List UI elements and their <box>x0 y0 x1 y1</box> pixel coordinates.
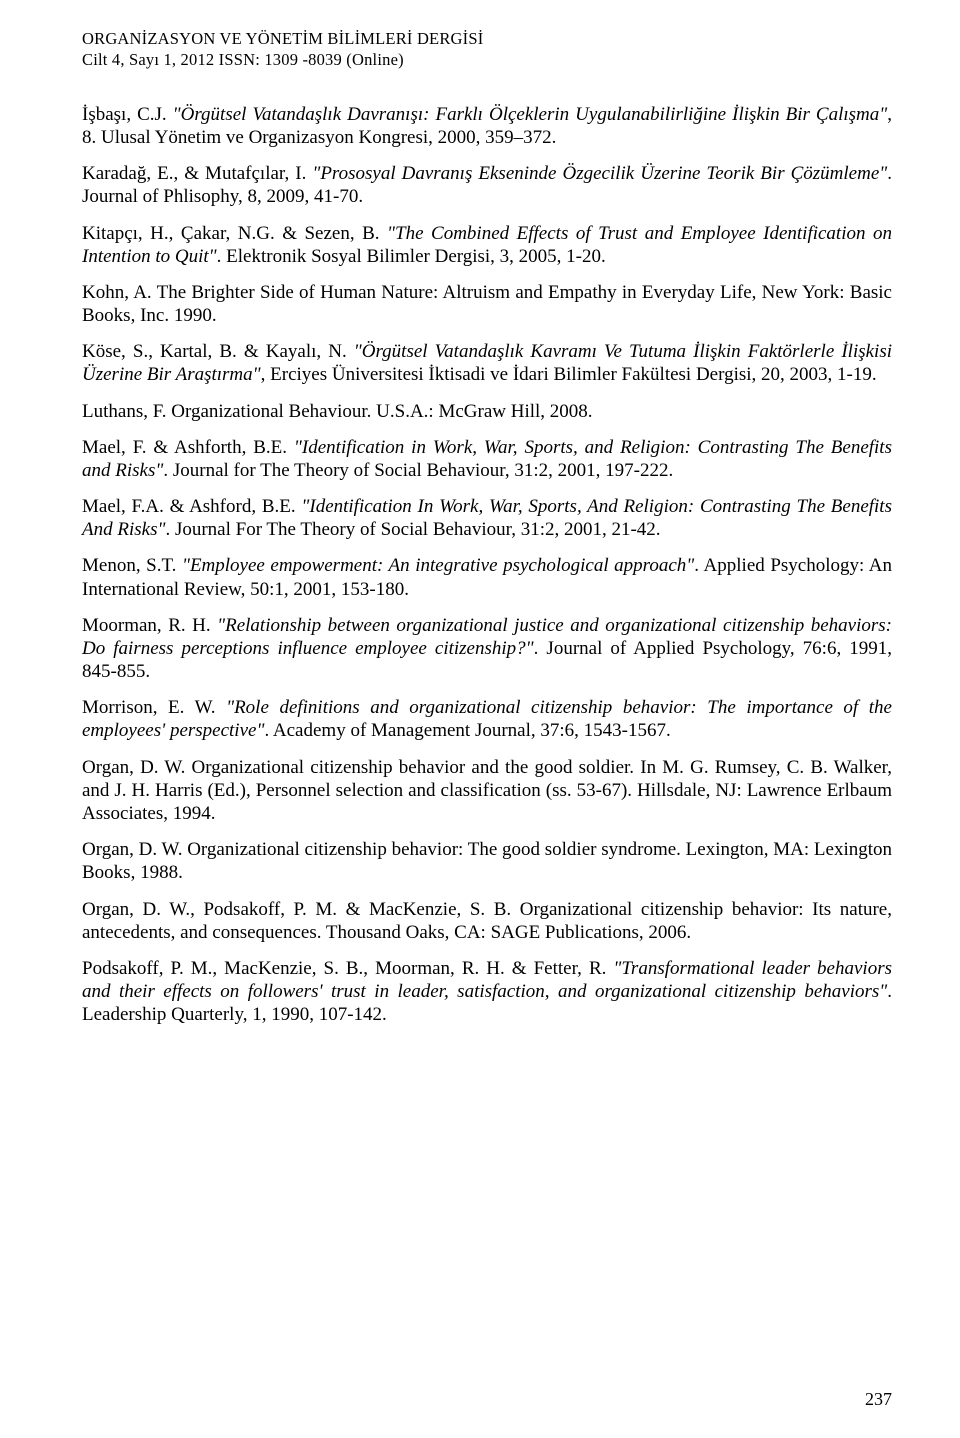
reference-entry: Mael, F.A. & Ashford, B.E. "Identificati… <box>82 495 892 541</box>
reference-entry: Luthans, F. Organizational Behaviour. U.… <box>82 400 892 423</box>
reference-text: . Journal For The Theory of Social Behav… <box>165 519 660 540</box>
reference-text: Mael, F. & Ashforth, B.E. <box>82 437 294 458</box>
journal-title: ORGANİZASYON VE YÖNETİM BİLİMLERİ DERGİS… <box>82 28 892 49</box>
reference-text: Moorman, R. H. <box>82 615 217 636</box>
reference-text: Menon, S.T. <box>82 555 182 576</box>
reference-text: Luthans, F. Organizational Behaviour. U.… <box>82 401 593 422</box>
reference-text: Podsakoff, P. M., MacKenzie, S. B., Moor… <box>82 958 613 979</box>
reference-text: Köse, S., Kartal, B. & Kayalı, N. <box>82 341 354 362</box>
reference-text: . Academy of Management Journal, 37:6, 1… <box>264 720 670 741</box>
page-number: 237 <box>865 1389 892 1410</box>
reference-text: "Employee empowerment: An integrative ps… <box>182 555 694 576</box>
reference-entry: Morrison, E. W. "Role definitions and or… <box>82 696 892 742</box>
reference-text: "Örgütsel Vatandaşlık Davranışı: Farklı … <box>173 104 888 125</box>
reference-entry: İşbaşı, C.J. "Örgütsel Vatandaşlık Davra… <box>82 103 892 149</box>
reference-entry: Moorman, R. H. "Relationship between org… <box>82 614 892 684</box>
reference-entry: Kitapçı, H., Çakar, N.G. & Sezen, B. "Th… <box>82 222 892 268</box>
reference-text: Organ, D. W. Organizational citizenship … <box>82 839 892 883</box>
reference-entry: Menon, S.T. "Employee empowerment: An in… <box>82 554 892 600</box>
reference-entry: Organ, D. W. Organizational citizenship … <box>82 756 892 826</box>
reference-entry: Podsakoff, P. M., MacKenzie, S. B., Moor… <box>82 957 892 1027</box>
reference-text: Morrison, E. W. <box>82 697 226 718</box>
reference-text: . Elektronik Sosyal Bilimler Dergisi, 3,… <box>217 246 606 267</box>
reference-entry: Organ, D. W., Podsakoff, P. M. & MacKenz… <box>82 898 892 944</box>
reference-text: Kohn, A. The Brighter Side of Human Natu… <box>82 282 892 326</box>
reference-text: "Prososyal Davranış Ekseninde Özgecilik … <box>312 163 887 184</box>
reference-entry: Kohn, A. The Brighter Side of Human Natu… <box>82 281 892 327</box>
reference-entry: Organ, D. W. Organizational citizenship … <box>82 838 892 884</box>
reference-entry: Köse, S., Kartal, B. & Kayalı, N. "Örgüt… <box>82 340 892 386</box>
reference-text: Karadağ, E., & Mutafçılar, I. <box>82 163 312 184</box>
reference-entry: Mael, F. & Ashforth, B.E. "Identificatio… <box>82 436 892 482</box>
reference-text: Organ, D. W. Organizational citizenship … <box>82 757 892 824</box>
references-list: İşbaşı, C.J. "Örgütsel Vatandaşlık Davra… <box>82 103 892 1027</box>
reference-text: . Journal for The Theory of Social Behav… <box>163 460 673 481</box>
reference-text: İşbaşı, C.J. <box>82 104 173 125</box>
reference-text: Organ, D. W., Podsakoff, P. M. & MacKenz… <box>82 899 892 943</box>
journal-issue: Cilt 4, Sayı 1, 2012 ISSN: 1309 -8039 (O… <box>82 49 892 70</box>
reference-text: , Erciyes Üniversitesi İktisadi ve İdari… <box>261 364 877 385</box>
reference-text: Mael, F.A. & Ashford, B.E. <box>82 496 301 517</box>
reference-text: Kitapçı, H., Çakar, N.G. & Sezen, B. <box>82 223 387 244</box>
journal-header: ORGANİZASYON VE YÖNETİM BİLİMLERİ DERGİS… <box>82 28 892 71</box>
reference-entry: Karadağ, E., & Mutafçılar, I. "Prososyal… <box>82 162 892 208</box>
